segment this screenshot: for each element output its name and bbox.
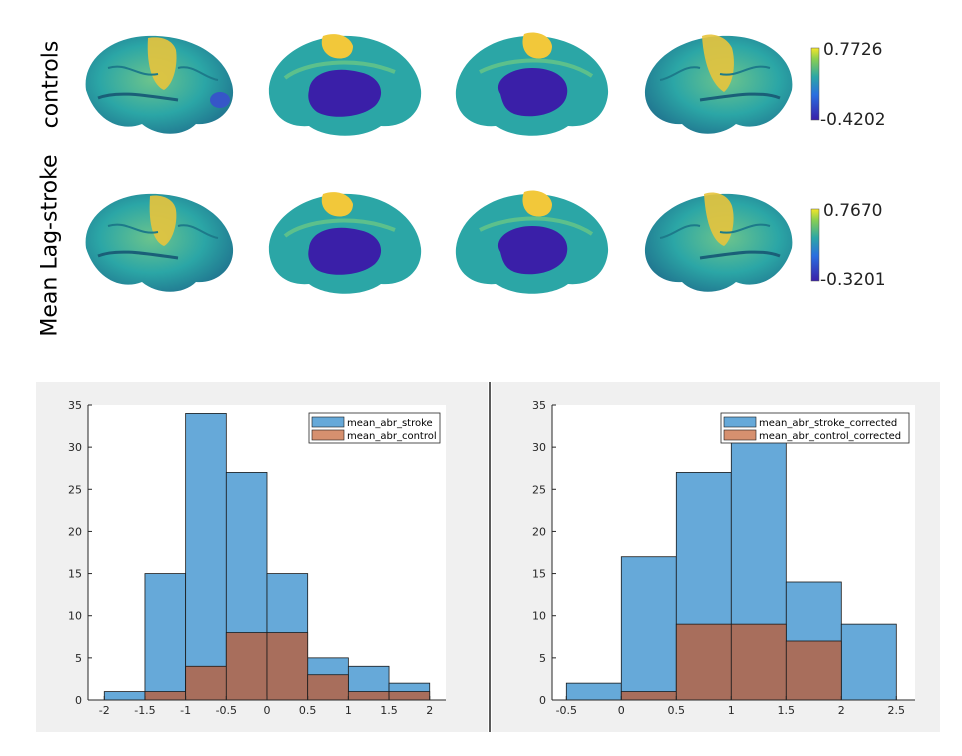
- histogram-right: -0.5 0 0.5 1 1.5 2 2.5 0 5 10 15 20 25 30 35 mean_abr_s…: [532, 399, 915, 717]
- x-tick-label: 1.5: [778, 704, 796, 717]
- colorbar-stroke: [810, 208, 820, 282]
- y-tick-label: 30: [532, 441, 546, 454]
- x-tick-label: 1: [345, 704, 352, 717]
- histogram-bar-control: [620, 691, 677, 701]
- y-tick-label: 30: [68, 441, 82, 454]
- y-tick-label: 35: [68, 399, 82, 412]
- histogram-bar-control: [785, 640, 842, 701]
- histogram-bar-stroke: [620, 556, 677, 701]
- brain-medial-left-controls: [268, 34, 422, 136]
- brain-medial-left-stroke: [268, 192, 422, 294]
- x-tick-label: -1: [180, 704, 191, 717]
- row-label-controls: controls: [38, 40, 64, 129]
- x-tick-label: -2: [99, 704, 110, 717]
- x-tick-label: 0: [264, 704, 271, 717]
- x-tick-label: 2: [838, 704, 845, 717]
- histogram-bar-control: [730, 623, 787, 701]
- colorbar-controls: [810, 47, 820, 121]
- histogram-bar-control: [185, 665, 227, 701]
- legend-label: mean_abr_stroke: [347, 418, 433, 429]
- x-tick-label: 0.5: [668, 704, 686, 717]
- y-tick-label: 10: [532, 610, 546, 623]
- histogram-left: -2 -1.5 -1 -0.5 0 0.5 1 1.5 205101520253035mean_…: [68, 399, 446, 717]
- histogram-bar-stroke: [103, 691, 146, 701]
- brain-lateral-right-stroke: [644, 192, 793, 292]
- x-tick-label: 1: [728, 704, 735, 717]
- histogram-bar-control: [144, 691, 187, 701]
- legend-label: mean_abr_control: [347, 431, 437, 442]
- histogram-bar-control: [347, 691, 390, 701]
- panel-divider: [489, 382, 491, 732]
- y-tick-label: 20: [532, 525, 546, 538]
- y-tick-label: 0: [75, 694, 82, 707]
- row-label-mean-lag-stroke: Mean Lag-stroke: [37, 154, 63, 337]
- brain-lateral-left-controls: [85, 35, 234, 134]
- brain-medial-right-controls: [455, 32, 609, 136]
- brain-lateral-right-controls: [644, 34, 793, 134]
- x-tick-label: 2.5: [888, 704, 906, 717]
- legend-swatch: [311, 416, 345, 428]
- histogram-bar-control: [388, 691, 431, 701]
- y-tick-label: 0: [539, 694, 546, 707]
- legend-swatch: [311, 429, 345, 441]
- histogram-bar-control: [266, 632, 309, 701]
- y-tick-label: 5: [539, 652, 546, 665]
- x-tick-label: -0.5: [216, 704, 237, 717]
- y-tick-label: 15: [68, 568, 82, 581]
- legend-label: mean_abr_stroke_corrected: [759, 418, 897, 429]
- y-tick-label: 5: [75, 652, 82, 665]
- y-tick-label: 25: [532, 483, 546, 496]
- brain-lateral-left-stroke: [85, 193, 234, 292]
- legend-label: mean_abr_control_corrected: [759, 431, 901, 442]
- y-tick-label: 15: [532, 568, 546, 581]
- y-tick-label: 25: [68, 483, 82, 496]
- x-tick-label: -0.5: [556, 704, 577, 717]
- colorbar-min-controls: -0.4202: [820, 110, 886, 130]
- colorbar-min-stroke: -0.3201: [820, 270, 886, 290]
- histogram-bar-stroke: [144, 573, 187, 701]
- histogram-bar-control: [307, 674, 349, 701]
- brain-medial-right-stroke: [455, 190, 609, 294]
- histogram-bar-stroke: [840, 623, 897, 701]
- histogram-bar-control: [225, 632, 268, 701]
- x-tick-label: 1.5: [380, 704, 398, 717]
- colorbar-max-controls: 0.7726: [823, 40, 883, 60]
- histogram-bar-stroke: [185, 413, 227, 701]
- y-tick-label: 10: [68, 610, 82, 623]
- legend-swatch: [723, 416, 757, 428]
- y-tick-label: 20: [68, 525, 82, 538]
- histogram-bar-stroke: [565, 682, 622, 701]
- x-tick-label: 0: [618, 704, 625, 717]
- histogram-bar-control: [675, 623, 732, 701]
- y-tick-label: 35: [532, 399, 546, 412]
- colorbar-max-stroke: 0.7670: [823, 201, 883, 221]
- x-tick-label: 0.5: [299, 704, 317, 717]
- x-tick-label: -1.5: [134, 704, 155, 717]
- x-tick-label: 2: [426, 704, 433, 717]
- legend-swatch: [723, 429, 757, 441]
